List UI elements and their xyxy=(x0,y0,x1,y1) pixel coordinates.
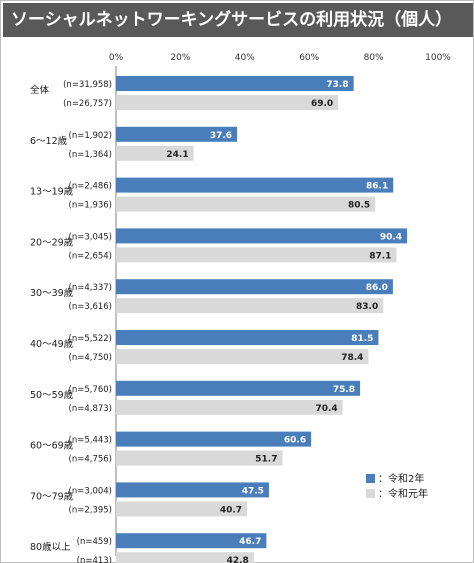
data-label: 78.4 xyxy=(341,353,363,363)
bar-2020 xyxy=(116,380,361,396)
data-label: 90.4 xyxy=(380,232,402,242)
bar-2019 xyxy=(116,196,376,212)
sample-size-label: (n=26,757) xyxy=(63,99,112,109)
data-label: 51.7 xyxy=(255,455,277,465)
category-label: 80歳以上 xyxy=(30,541,71,553)
category-label: 60～69歳 xyxy=(30,440,74,452)
sample-size-label: (n=413) xyxy=(77,556,112,563)
data-label: 60.6 xyxy=(284,436,306,446)
sample-size-label: (n=1,364) xyxy=(69,150,112,160)
sample-size-label: (n=1,936) xyxy=(69,201,112,211)
data-label: 69.0 xyxy=(311,99,333,109)
category-label: 50～59歳 xyxy=(30,389,74,401)
x-tick-label: 0% xyxy=(109,53,124,63)
data-label: 42.8 xyxy=(227,556,249,563)
data-label: 47.5 xyxy=(242,486,264,496)
category-label: 70～79歳 xyxy=(30,490,74,502)
bar-2019 xyxy=(116,501,248,517)
sample-size-label: (n=4,873) xyxy=(69,404,112,414)
data-label: 75.8 xyxy=(333,385,355,395)
bar-2019 xyxy=(116,145,194,161)
bar-2020 xyxy=(116,177,394,193)
sample-size-label: (n=2,486) xyxy=(69,182,112,192)
legend-swatch xyxy=(366,489,375,498)
bar-2020 xyxy=(116,533,267,549)
x-tick-label: 80% xyxy=(364,53,384,63)
sample-size-label: (n=2,395) xyxy=(69,505,112,515)
data-label: 86.1 xyxy=(366,182,388,192)
data-label: 86.0 xyxy=(366,283,388,293)
legend-label: ：令和元年 xyxy=(378,487,428,500)
sample-size-label: (n=31,958) xyxy=(63,80,112,90)
bar-2020 xyxy=(116,76,354,91)
bar-2020 xyxy=(116,228,408,244)
chart-title: ソーシャルネットワーキングサービスの利用状況（個人） xyxy=(3,3,473,37)
data-label: 40.7 xyxy=(220,505,242,515)
sample-size-label: (n=2,654) xyxy=(69,251,112,261)
sample-size-label: (n=5,522) xyxy=(69,334,112,344)
bar-2019 xyxy=(116,399,343,415)
data-label: 87.1 xyxy=(369,251,391,261)
legend-label: ：令和2年 xyxy=(378,472,424,485)
bar-2019 xyxy=(116,552,254,563)
data-label: 81.5 xyxy=(351,334,373,344)
bar-2020 xyxy=(116,126,238,142)
sample-size-label: (n=3,004) xyxy=(69,486,112,496)
data-label: 70.4 xyxy=(315,404,337,414)
data-label: 37.6 xyxy=(210,131,232,141)
category-label: 全体 xyxy=(30,84,50,96)
bar-2020 xyxy=(116,279,393,295)
x-tick-label: 20% xyxy=(170,53,190,63)
sample-size-label: (n=4,750) xyxy=(69,353,112,363)
sample-size-label: (n=459) xyxy=(77,537,112,547)
bar-2019 xyxy=(116,247,397,263)
data-label: 80.5 xyxy=(348,201,370,211)
x-tick-label: 60% xyxy=(299,53,319,63)
sample-size-label: (n=5,443) xyxy=(69,436,112,446)
bar-2019 xyxy=(116,349,369,364)
x-tick-label: 40% xyxy=(235,53,255,63)
sample-size-label: (n=4,756) xyxy=(69,455,112,465)
bar-2019 xyxy=(116,450,283,466)
sample-size-label: (n=1,902) xyxy=(69,131,112,141)
x-tick-label: 100% xyxy=(425,53,451,63)
sample-size-label: (n=5,760) xyxy=(69,385,112,395)
sample-size-label: (n=4,337) xyxy=(69,283,112,293)
bar-2019 xyxy=(116,95,339,110)
data-label: 46.7 xyxy=(239,537,261,547)
bar-2019 xyxy=(116,298,384,314)
data-label: 24.1 xyxy=(166,150,188,160)
bar-2020 xyxy=(116,431,312,447)
category-label: 20～29歳 xyxy=(30,236,74,248)
bar-2020 xyxy=(116,482,269,498)
data-label: 83.0 xyxy=(356,302,378,312)
category-label: 6～12歳 xyxy=(30,135,68,147)
sample-size-label: (n=3,616) xyxy=(69,302,112,312)
data-label: 73.8 xyxy=(326,80,348,90)
category-label: 13～19歳 xyxy=(30,186,74,198)
sample-size-label: (n=3,045) xyxy=(69,232,112,242)
category-label: 40～49歳 xyxy=(30,338,74,350)
legend-swatch xyxy=(366,474,375,483)
bar-2020 xyxy=(116,330,379,345)
category-label: 30～39歳 xyxy=(30,287,74,299)
